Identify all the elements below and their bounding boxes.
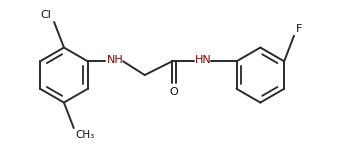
Text: HN: HN bbox=[195, 55, 211, 65]
Text: F: F bbox=[296, 24, 302, 34]
Text: CH₃: CH₃ bbox=[76, 130, 95, 140]
Text: NH: NH bbox=[106, 55, 123, 65]
Text: Cl: Cl bbox=[40, 10, 51, 20]
Text: O: O bbox=[170, 87, 178, 97]
